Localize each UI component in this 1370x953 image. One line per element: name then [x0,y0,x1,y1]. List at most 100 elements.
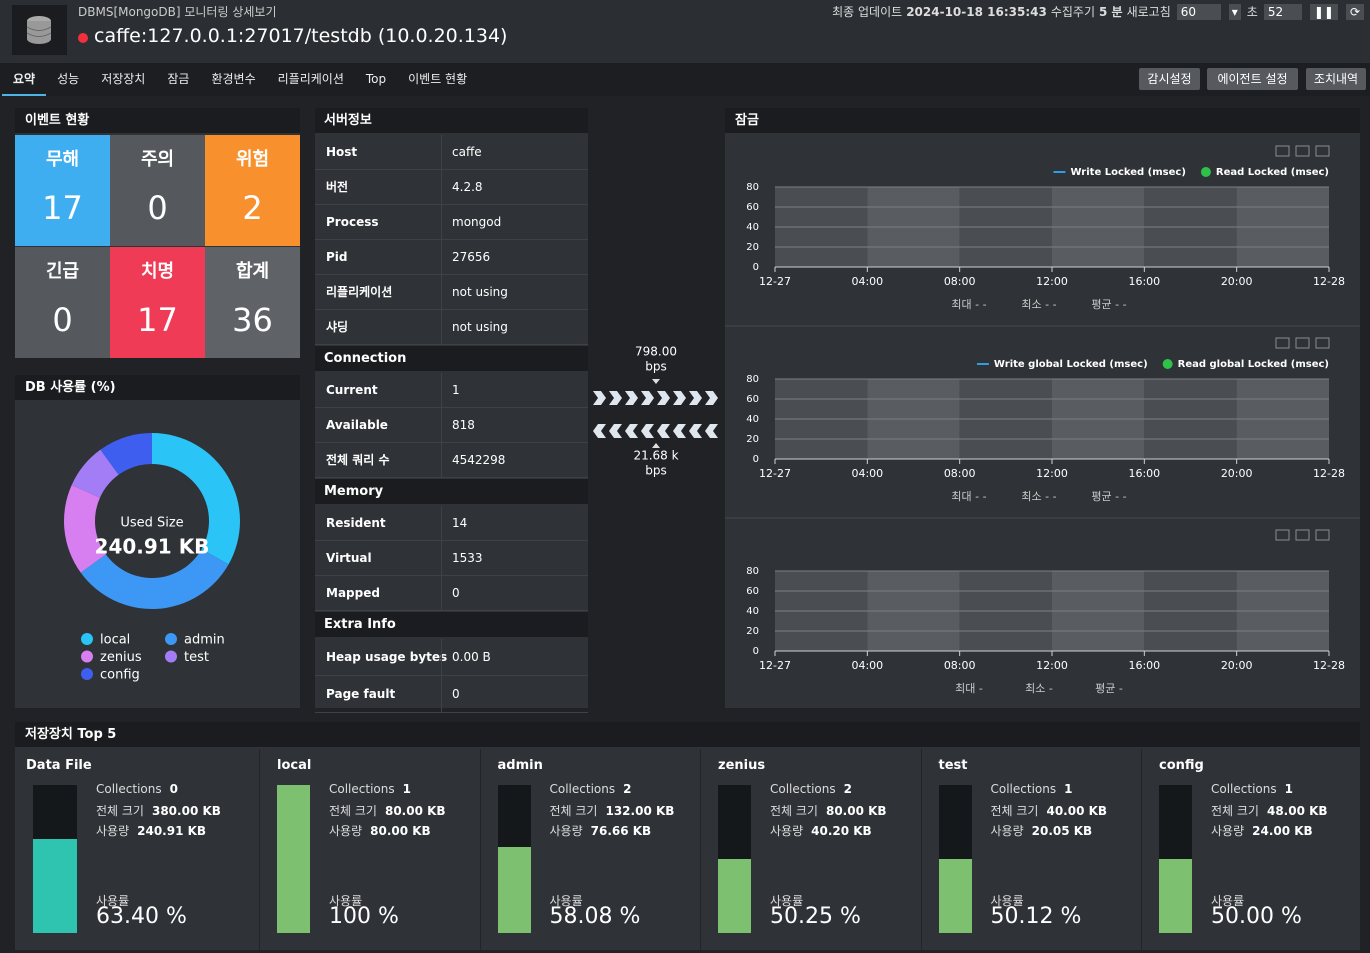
x-tick-label: 04:00 [851,275,883,288]
chevron-left [625,424,638,438]
tab[interactable]: 잠금 [167,72,190,86]
chevron-left [609,424,622,438]
info-divider [441,170,442,204]
info-value: not using [452,320,508,334]
info-row: Heap usage bytes 0.00 B [315,639,588,676]
legend-label: Write Locked (msec) [1070,167,1185,178]
events-title: 이벤트 현황 [15,108,300,133]
total-size: 전체 크기 80.00 KB [329,802,446,819]
event-value: 17 [42,189,83,227]
item-name: local [277,758,312,773]
tab[interactable]: 리플리케이션 [277,72,344,86]
tab[interactable]: 성능 [57,72,80,86]
server-info-panel: 서버정보 Host caffe 버전 4.2.8 Process mongod Pid 2765… [315,108,588,713]
stat-label: 평균 - [1095,682,1123,695]
chevron-right [657,391,670,405]
collections-value: 1 [1284,782,1293,796]
tab[interactable]: 환경변수 [211,72,256,86]
tabs: 요약 성능 저장장치 잠금 환경변수 리플리케이션 Top 이벤트 현황 [2,63,478,96]
x-tick-label: 12-28 [1313,659,1345,672]
info-row: Virtual 1533 [315,541,588,576]
info-row: Current 1 [315,373,588,408]
y-tick-label: 60 [746,202,759,213]
info-divider [441,310,442,344]
event-label: 치명 [140,261,175,282]
collections: Collections 0 [96,782,178,796]
usage-label: 사용률 [770,894,804,908]
tab[interactable]: Top [365,72,387,86]
chevron-left [593,424,606,438]
sec-label: 초 [1246,5,1258,19]
y-tick-label: 60 [746,394,759,405]
collections-label: Collections [770,782,836,796]
collections-label: Collections [96,782,162,796]
event-cell: 주의 0 [110,135,205,246]
tab[interactable]: 이벤트 현황 [408,72,468,86]
usage-bar [1159,859,1192,933]
item-name: test [938,758,968,773]
info-key: Available [326,418,388,432]
event-value: 0 [52,301,73,339]
y-tick-label: 20 [746,434,759,445]
chevron-right [689,391,702,405]
info-key: Pid [326,250,348,264]
y-tick-label: 0 [753,454,759,465]
info-row: 샤딩 not using [315,310,588,345]
action-button[interactable]: 조치내역 [1306,68,1366,90]
section-title: 서버정보 [315,108,588,133]
info-divider [441,275,442,309]
y-tick-label: 20 [746,242,759,253]
info-value: 1 [452,383,460,397]
chevron-left [673,424,686,438]
stat-label: 최소 - - [1021,298,1056,311]
tab[interactable]: 저장장치 [101,72,146,86]
refresh-dropdown[interactable]: ▾ [1228,3,1241,20]
tab[interactable]: 요약 [2,63,47,96]
lock-charts: 0 20 40 60 80 12-27 04:00 08:00 12:00 16:00 20:00 1… [725,145,1360,695]
db-icon [26,16,52,44]
legend-label: admin [184,633,225,648]
info-key: Page fault [326,687,396,701]
chart-tool-icon [1295,337,1310,349]
item-name: admin [497,758,543,773]
event-value: 0 [147,189,168,227]
info-key: Heap usage bytes [326,650,448,664]
info-row: Pid 27656 [315,240,588,275]
legend-marker [1200,167,1211,177]
x-tick-label: 04:00 [851,659,883,672]
total-size-value: 80.00 KB [825,804,887,818]
donut-segment [100,433,152,475]
legend-label: Read global Locked (msec) [1178,359,1329,370]
collections-label: Collections [990,782,1057,796]
refresh-select[interactable]: 60 [1176,3,1221,20]
column-divider [920,749,922,950]
used-size-label: 사용량 [1211,824,1245,838]
pause-button[interactable]: ❚❚ [1309,3,1338,20]
stat-label: 최대 - [955,682,983,695]
section-title: Memory [315,479,588,504]
info-value: not using [452,285,508,299]
legend-label: config [100,668,140,683]
column-divider [479,749,481,950]
info-value: 27656 [452,250,491,264]
usage-label: 사용률 [990,894,1024,908]
usage-label: 사용률 [1211,894,1245,908]
info-row: Mapped 0 [315,576,588,611]
db-usage-panel: DB 사용률 (%) local admin zenius test config Use… [15,375,300,708]
total-size-label: 전체 크기 [1211,804,1259,818]
legend-dot [81,650,93,663]
chevron-left [689,424,702,438]
usage-bar-track [718,785,751,933]
action-button[interactable]: 에이전트 설정 [1207,68,1298,90]
used-size-label: 사용량 [329,824,363,838]
usage-bar [497,847,531,933]
y-tick-label: 40 [746,222,759,233]
used-size-label: 사용량 [96,824,130,838]
usage-bar-track [33,785,77,933]
reload-button[interactable]: ⟳ [1345,3,1364,20]
collections-value: 2 [843,782,852,796]
info-row: 전체 쿼리 수 4542298 [315,443,588,478]
action-button[interactable]: 감시설정 [1139,68,1200,90]
